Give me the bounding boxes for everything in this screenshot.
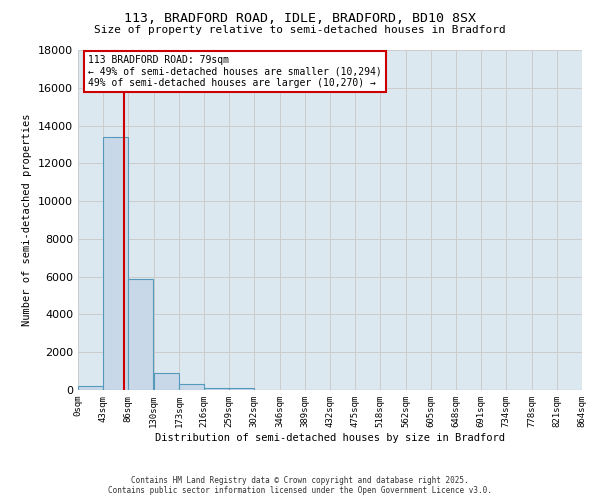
Text: Contains HM Land Registry data © Crown copyright and database right 2025.
Contai: Contains HM Land Registry data © Crown c…: [108, 476, 492, 495]
Text: Size of property relative to semi-detached houses in Bradford: Size of property relative to semi-detach…: [94, 25, 506, 35]
Bar: [229, 388, 254, 390]
Bar: [204, 388, 229, 390]
X-axis label: Distribution of semi-detached houses by size in Bradford: Distribution of semi-detached houses by …: [155, 432, 505, 442]
Bar: [128, 278, 153, 390]
Bar: [179, 384, 204, 390]
Bar: [103, 137, 128, 390]
Y-axis label: Number of semi-detached properties: Number of semi-detached properties: [22, 114, 32, 326]
Text: 113, BRADFORD ROAD, IDLE, BRADFORD, BD10 8SX: 113, BRADFORD ROAD, IDLE, BRADFORD, BD10…: [124, 12, 476, 26]
Text: 113 BRADFORD ROAD: 79sqm
← 49% of semi-detached houses are smaller (10,294)
49% : 113 BRADFORD ROAD: 79sqm ← 49% of semi-d…: [88, 55, 382, 88]
Bar: [78, 386, 103, 390]
Bar: [154, 373, 179, 390]
